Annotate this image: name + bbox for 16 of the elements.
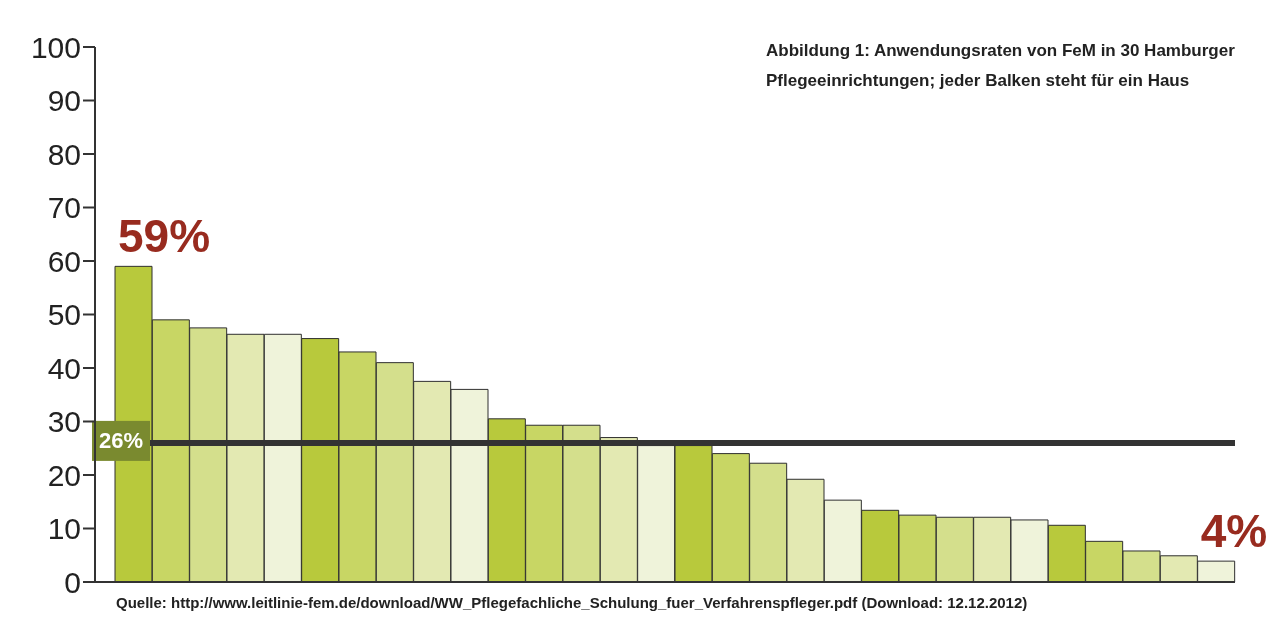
y-tick-label: 40 bbox=[47, 351, 81, 385]
y-tick-label: 50 bbox=[47, 298, 81, 332]
y-tick-label: 90 bbox=[47, 84, 81, 118]
y-tick-label: 70 bbox=[47, 191, 81, 225]
text: Abbildung 1: Anwendungsraten von FeM in 30 Hamburger Pflegeeinrichtungen; jeder Balken steht für ein Haus bbox=[766, 40, 1236, 92]
y-tick-label: 10 bbox=[47, 512, 81, 546]
y-tick-label: 20 bbox=[47, 458, 81, 492]
y-tick-label: 100 bbox=[30, 30, 81, 64]
data-label: 4% bbox=[1200, 505, 1268, 558]
y-tick-label: 80 bbox=[47, 137, 81, 171]
ref-line-label: 26% bbox=[98, 428, 144, 454]
y-tick-label: 30 bbox=[47, 405, 81, 439]
y-tick-label: 0 bbox=[64, 565, 81, 599]
data-label: 59% bbox=[118, 210, 211, 263]
y-tick-label: 60 bbox=[47, 244, 81, 278]
source-note: Quelle: http://www.leitlinie-fem.de/download/WW_Pflegefachliche_Schulung_fuer_Verfahrenspfleger.pdf (Download: 12.12.2012) bbox=[116, 594, 1028, 611]
